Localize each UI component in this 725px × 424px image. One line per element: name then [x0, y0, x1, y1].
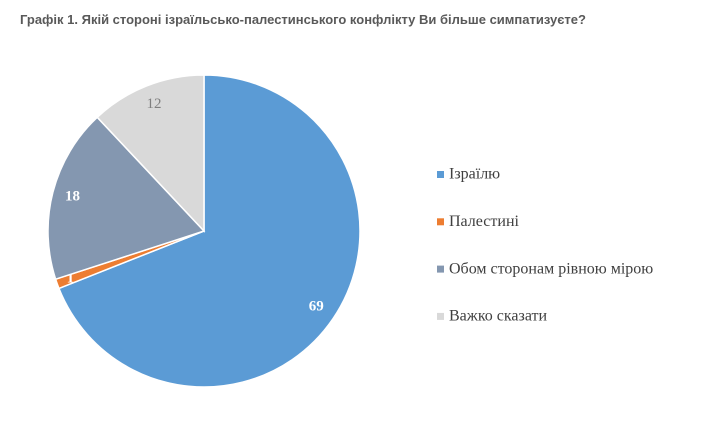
- data-label: 18: [65, 189, 80, 205]
- legend-label: Ізраїлю: [449, 166, 500, 183]
- data-label: 12: [147, 96, 162, 112]
- legend-label: Обом сторонам рівною мірою: [449, 260, 653, 277]
- pie-slice: [96, 74, 205, 233]
- legend-label: Палестині: [449, 213, 520, 230]
- legend-swatch: [437, 265, 444, 273]
- legend-label: Важко сказати: [449, 308, 548, 325]
- legend-swatch: [437, 171, 444, 178]
- pie-slice: [47, 116, 206, 281]
- pie-slice: [57, 74, 361, 388]
- data-label: 1: [67, 271, 75, 287]
- chart-title: Графік 1. Якій стороні ізраїльсько-палес…: [20, 12, 586, 27]
- legend-swatch: [437, 312, 444, 320]
- legend-swatch: [437, 218, 444, 226]
- data-label: 69: [309, 299, 324, 315]
